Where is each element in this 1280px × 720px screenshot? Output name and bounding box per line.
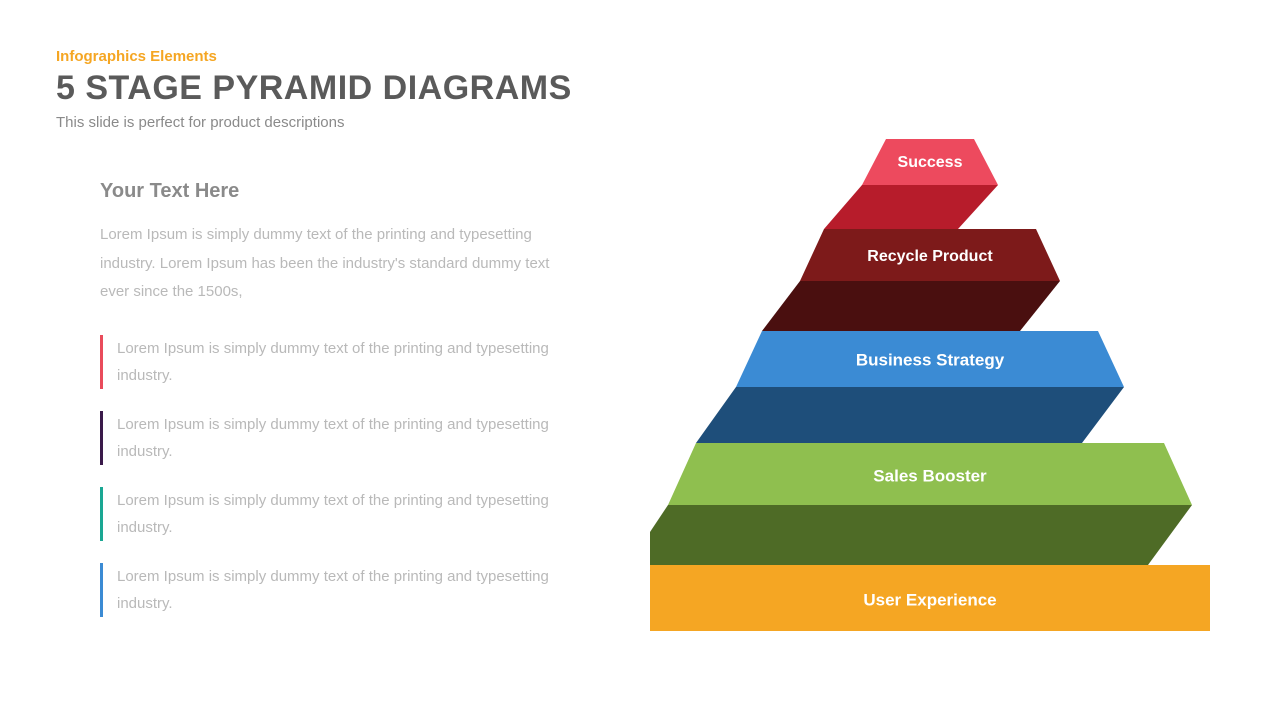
- pyramid-label: Sales Booster: [873, 466, 987, 485]
- pyramid-label: Business Strategy: [856, 350, 1005, 369]
- pyramid-fold: [696, 387, 1124, 443]
- subtitle: This slide is perfect for product descri…: [56, 114, 572, 131]
- pyramid-fold: [650, 505, 1192, 565]
- bullet-item: Lorem Ipsum is simply dummy text of the …: [100, 563, 570, 617]
- pyramid-svg: Success Recycle Product Business Strategy S…: [650, 135, 1210, 685]
- bullet-list: Lorem Ipsum is simply dummy text of the …: [100, 335, 570, 617]
- text-block: Your Text Here Lorem Ipsum is simply dum…: [100, 180, 570, 639]
- intro-paragraph: Lorem Ipsum is simply dummy text of the …: [100, 221, 570, 307]
- bullet-item: Lorem Ipsum is simply dummy text of the …: [100, 335, 570, 389]
- pyramid-label: Success: [898, 154, 963, 171]
- pyramid-label: User Experience: [863, 590, 996, 609]
- bullet-item: Lorem Ipsum is simply dummy text of the …: [100, 487, 570, 541]
- header: Infographics Elements 5 STAGE PYRAMID DI…: [56, 48, 572, 131]
- pyramid-fold: [762, 281, 1060, 331]
- eyebrow: Infographics Elements: [56, 48, 572, 65]
- pyramid-label: Recycle Product: [867, 248, 993, 265]
- text-heading: Your Text Here: [100, 180, 570, 203]
- page-title: 5 STAGE PYRAMID DIAGRAMS: [56, 69, 572, 108]
- pyramid-diagram: Success Recycle Product Business Strategy S…: [650, 135, 1210, 685]
- pyramid-fold: [824, 185, 998, 229]
- bullet-item: Lorem Ipsum is simply dummy text of the …: [100, 411, 570, 465]
